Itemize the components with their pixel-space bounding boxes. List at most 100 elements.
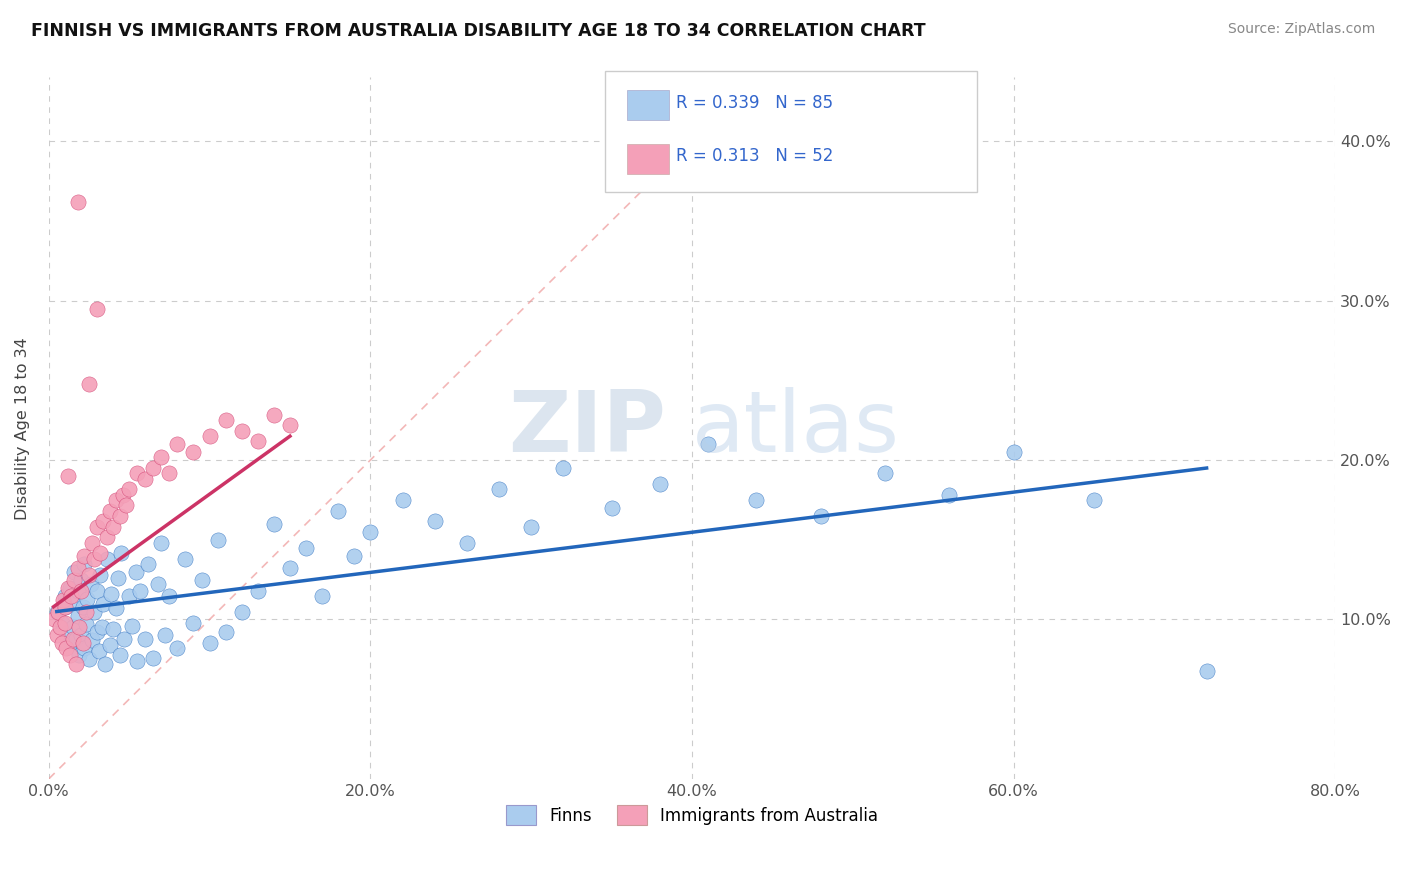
Point (86, 583, 108, 598)
Point (423, 514, 446, 528)
Point (166, 641, 188, 656)
Point (112, 632, 135, 646)
Point (127, 654, 149, 668)
Point (111, 488, 134, 502)
Point (77, 376, 100, 391)
Point (101, 520, 124, 534)
Point (328, 504, 350, 518)
Text: Source: ZipAtlas.com: Source: ZipAtlas.com (1227, 22, 1375, 37)
Point (53, 599, 76, 614)
Point (60, 589, 83, 603)
Point (56, 469, 79, 483)
Point (263, 516, 285, 531)
Text: R = 0.313   N = 52: R = 0.313 N = 52 (676, 147, 834, 165)
Point (94, 657, 117, 672)
Point (55, 641, 77, 656)
Point (51, 636, 73, 650)
Point (59, 581, 82, 595)
Point (810, 508, 832, 523)
Point (745, 492, 768, 507)
Point (553, 461, 575, 475)
Point (520, 520, 543, 534)
Point (207, 533, 229, 547)
Point (938, 488, 960, 502)
Point (142, 650, 165, 665)
Point (70, 583, 93, 598)
Point (648, 477, 671, 491)
Point (90, 620, 112, 634)
Point (873, 466, 896, 480)
Point (246, 583, 269, 598)
Point (63, 573, 86, 587)
Point (66, 194, 89, 209)
Point (1195, 664, 1218, 678)
Point (153, 628, 176, 642)
Point (56, 625, 79, 640)
Point (359, 524, 381, 539)
Point (134, 472, 156, 486)
Point (150, 536, 173, 550)
Point (166, 437, 188, 451)
Point (93, 597, 115, 611)
Legend: Finns, Immigrants from Australia: Finns, Immigrants from Australia (498, 797, 887, 834)
Text: FINNISH VS IMMIGRANTS FROM AUSTRALIA DISABILITY AGE 18 TO 34 CORRELATION CHART: FINNISH VS IMMIGRANTS FROM AUSTRALIA DIS… (31, 22, 925, 40)
Point (83, 552, 105, 566)
Point (86, 301, 108, 316)
Point (231, 425, 253, 439)
Point (77, 652, 100, 666)
Point (311, 589, 333, 603)
Point (70, 628, 93, 642)
Point (174, 552, 197, 566)
Point (96, 552, 118, 566)
Point (198, 636, 221, 650)
Point (105, 492, 128, 507)
Text: ZIP: ZIP (509, 386, 666, 470)
Point (86, 625, 108, 640)
Point (127, 466, 149, 480)
Point (278, 417, 301, 432)
Point (190, 573, 212, 587)
Point (118, 589, 141, 603)
Text: atlas: atlas (692, 386, 900, 470)
Point (73, 557, 96, 571)
Point (118, 482, 141, 496)
Point (75, 605, 97, 619)
Point (115, 498, 138, 512)
Point (600, 500, 623, 515)
Point (231, 605, 253, 619)
Point (198, 429, 221, 443)
Point (86, 520, 108, 534)
Point (75, 617, 97, 632)
Point (214, 413, 236, 427)
Point (62, 620, 84, 634)
Point (87, 644, 110, 658)
Point (73, 641, 96, 656)
Point (53, 615, 76, 630)
Point (134, 632, 156, 646)
Point (456, 536, 478, 550)
Point (101, 622, 124, 636)
Point (100, 587, 122, 601)
Point (76, 591, 98, 606)
Point (62, 593, 84, 607)
Point (343, 549, 366, 563)
Point (63, 565, 86, 579)
Point (146, 577, 169, 591)
Y-axis label: Disability Age 18 to 34: Disability Age 18 to 34 (15, 337, 30, 519)
Point (138, 557, 160, 571)
Point (263, 409, 285, 423)
Point (391, 492, 413, 507)
Point (129, 583, 152, 598)
Point (1002, 445, 1025, 459)
Point (214, 625, 236, 640)
Point (45, 628, 67, 642)
Point (150, 450, 173, 464)
Point (121, 619, 143, 633)
Point (65, 632, 87, 646)
Point (52, 593, 75, 607)
Point (77, 567, 100, 582)
Point (79, 577, 101, 591)
Point (67, 648, 90, 662)
Point (66, 609, 89, 624)
Point (70, 573, 93, 587)
